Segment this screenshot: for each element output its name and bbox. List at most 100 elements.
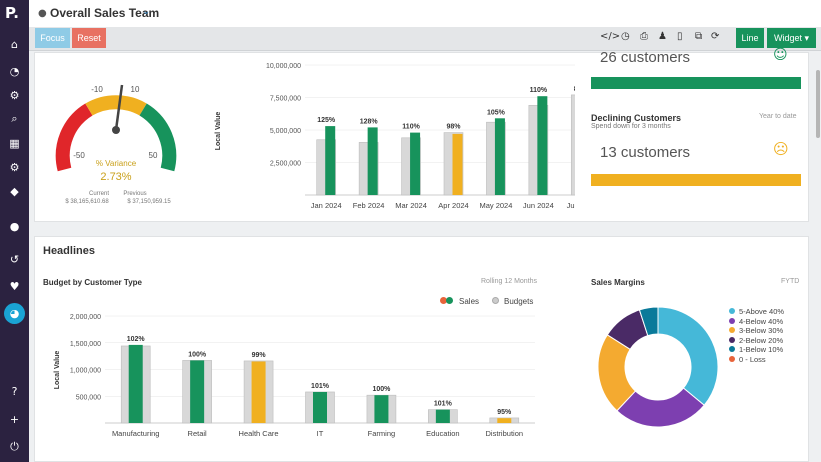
sales-bar (128, 344, 143, 423)
x-tick-label: Retail (188, 429, 208, 438)
variance-label: % Variance (96, 159, 137, 168)
users-icon[interactable]: ♟ (658, 31, 667, 42)
x-tick-label: Manufacturing (112, 429, 160, 438)
x-tick-label: Education (426, 429, 459, 438)
sales-legend-dot[interactable] (446, 297, 453, 304)
x-tick-label: Apr 2024 (438, 201, 468, 210)
user-icon[interactable]: ● (9, 220, 20, 233)
chart-icon[interactable]: ⚙ (9, 89, 20, 102)
x-tick-label: Jul 2024 (567, 201, 575, 210)
budget-chart-period: Rolling 12 Months (481, 278, 538, 285)
focus-button[interactable]: Focus (35, 28, 70, 48)
team-title[interactable]: Overall Sales Team (50, 6, 160, 20)
sales-bar (497, 418, 512, 423)
donut-slice (638, 307, 659, 337)
budgets-legend-dot[interactable] (492, 297, 499, 304)
add-icon[interactable]: + (9, 413, 20, 426)
headlines-title: Headlines (43, 245, 95, 257)
legend-label: 1-Below 10% (739, 345, 784, 354)
declining-customers-value: 13 customers (600, 144, 691, 161)
app-logo: P. (5, 4, 19, 22)
top-customers-value: 26 customers (600, 49, 691, 66)
refresh-icon[interactable]: ⟳ (711, 31, 720, 42)
tag-icon[interactable]: ◆ (10, 185, 19, 198)
toolbar: Focus Reset </> ◷ ⎙ ♟ ▯ ⧉ ⟳ Line Widget … (29, 27, 821, 51)
logout-icon[interactable]: ⏻ (10, 439, 19, 453)
sales-margins-donut (597, 307, 719, 428)
settings-icon[interactable]: ⚙ (9, 161, 20, 174)
gauge-needle (114, 84, 124, 131)
widget-button[interactable]: Widget ▾ (767, 28, 816, 48)
declining-customers-bar (591, 174, 801, 186)
data-label: 105% (487, 109, 506, 116)
code-icon[interactable]: </> (600, 31, 621, 42)
data-label: 100% (188, 351, 207, 358)
variance-value: 2.73% (100, 171, 131, 183)
data-label: 98% (446, 124, 461, 131)
sidebar: P. ⌂ ◔ ⚙ ⌕ ▦ ⚙ ◆ ● ↺ ♥ ◕ ? + ⏻ (0, 0, 29, 462)
y-tick-label: 2,000,000 (70, 314, 101, 321)
donut-slice (657, 307, 719, 406)
data-label: 95% (497, 409, 512, 416)
y-tick-label: 2,500,000 (270, 161, 301, 168)
legend-dot (729, 317, 735, 324)
monthly-sales-chart: Local Value 2,500,000 5,000,000 7,500,000 1… (215, 63, 575, 210)
budget-by-customer-type-chart: Local Value 500,000 1,000,000 1,500,000 2,0… (54, 314, 535, 438)
data-label: 110% (530, 87, 548, 94)
legend-label: 4-Below 40% (739, 316, 784, 326)
x-tick-label: IT (317, 429, 324, 438)
search-icon[interactable]: ⌕ (11, 111, 18, 125)
team-icon: ● (38, 8, 47, 19)
x-tick-label: Mar 2024 (395, 201, 427, 210)
heart-icon[interactable]: ♥ (9, 280, 20, 293)
copy-icon[interactable]: ⧉ (695, 31, 703, 42)
y-tick-label: 1,000,000 (70, 368, 101, 375)
scrollbar-thumb[interactable] (816, 70, 820, 138)
data-label: 99% (252, 352, 267, 359)
y-tick-label: 10,000,000 (266, 63, 301, 70)
sales-bar (325, 126, 336, 195)
sales-margins-title: Sales Margins (591, 278, 645, 287)
gauge-tick-label: 10 (131, 85, 140, 94)
legend-dot (729, 346, 735, 352)
sales-margins-legend: 5-Above 40% 4-Below 40% 3-Below 30% 2-Below… (729, 307, 809, 367)
print-icon[interactable]: ⎙ (640, 31, 648, 42)
previous-label: Previous (123, 191, 146, 197)
sales-bar (190, 360, 205, 423)
data-label: 101% (434, 401, 453, 408)
legend-dot (729, 308, 735, 314)
trash-icon[interactable]: ▯ (677, 31, 683, 42)
reset-button[interactable]: Reset (72, 28, 106, 48)
previous-value: $ 37,150,959.15 (127, 199, 171, 205)
legend-label: 3-Below 30% (739, 326, 784, 335)
data-label: 128% (360, 118, 379, 125)
line-button[interactable]: Line (736, 28, 764, 48)
sales-bar (537, 96, 548, 195)
budgets-legend-label[interactable]: Budgets (504, 297, 534, 306)
legend-label: 2-Below 20% (739, 335, 784, 345)
x-tick-label: Jun 2024 (523, 201, 554, 210)
calculator-icon[interactable]: ▦ (9, 137, 20, 150)
pie-chart-icon[interactable]: ◔ (9, 65, 20, 78)
data-label: 100% (372, 386, 391, 393)
top-customers-bar (591, 77, 801, 89)
clock-icon[interactable]: ◷ (621, 31, 630, 42)
legend-dot (729, 336, 735, 343)
gauge-green-arc (139, 103, 177, 172)
dashboard-icon[interactable]: ◕ (4, 303, 25, 324)
history-icon[interactable]: ↺ (9, 253, 20, 266)
current-value: $ 38,165,610.68 (65, 199, 109, 205)
data-label: 101% (311, 383, 330, 390)
home-icon[interactable]: ⌂ (11, 38, 18, 51)
help-icon[interactable]: ? (11, 385, 18, 398)
legend-dot (729, 327, 735, 333)
x-tick-label: Farming (368, 429, 396, 438)
gauge-red-arc (55, 103, 93, 172)
chevron-down-icon[interactable]: ⌄ (142, 6, 151, 17)
legend-dot (729, 355, 735, 362)
sales-bar (374, 395, 389, 423)
top-bar: ● Overall Sales Team ⌄ (29, 0, 821, 27)
sales-legend-label[interactable]: Sales (459, 297, 480, 306)
sales-margins-period: FYTD (781, 278, 800, 285)
y-tick-label: 5,000,000 (270, 128, 301, 135)
